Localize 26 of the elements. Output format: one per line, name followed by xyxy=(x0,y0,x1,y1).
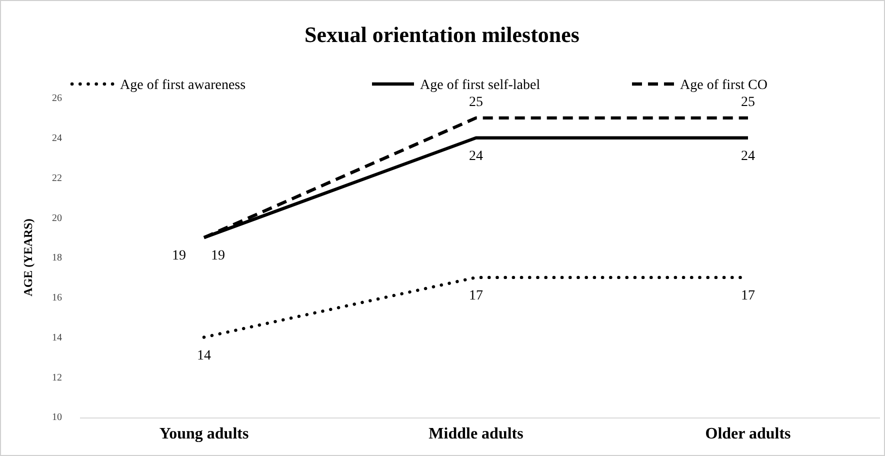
data-label: 14 xyxy=(197,348,211,364)
y-tick-label: 10 xyxy=(52,412,62,424)
y-tick-label: 24 xyxy=(52,133,62,144)
y-tick-label: 16 xyxy=(52,292,62,304)
data-label: 19 xyxy=(172,248,186,264)
data-label: 17 xyxy=(741,288,755,304)
data-label: 24 xyxy=(741,148,755,164)
y-axis-title: AGE (YEARS) xyxy=(21,218,35,296)
y-tick-label: 20 xyxy=(52,212,62,224)
chart-title: Sexual orientation milestones xyxy=(304,22,580,47)
x-tick-label: Middle adults xyxy=(428,425,524,442)
legend-label: Age of first self-label xyxy=(420,78,540,93)
y-tick-label: 26 xyxy=(52,93,62,104)
y-tick-label: 12 xyxy=(52,372,62,384)
y-tick-label: 18 xyxy=(52,252,62,264)
legend-label: Age of first awareness xyxy=(120,78,246,93)
y-tick-label: 22 xyxy=(52,172,62,184)
data-label: 25 xyxy=(741,94,755,110)
y-tick-label: 14 xyxy=(52,332,62,344)
legend-label: Age of first CO xyxy=(680,78,768,93)
data-label: 25 xyxy=(469,94,483,110)
x-tick-label: Young adults xyxy=(159,425,249,442)
x-tick-label: Older adults xyxy=(705,425,791,442)
data-label: 24 xyxy=(469,148,483,164)
data-label: 17 xyxy=(469,288,483,304)
data-label: 19 xyxy=(211,248,225,264)
